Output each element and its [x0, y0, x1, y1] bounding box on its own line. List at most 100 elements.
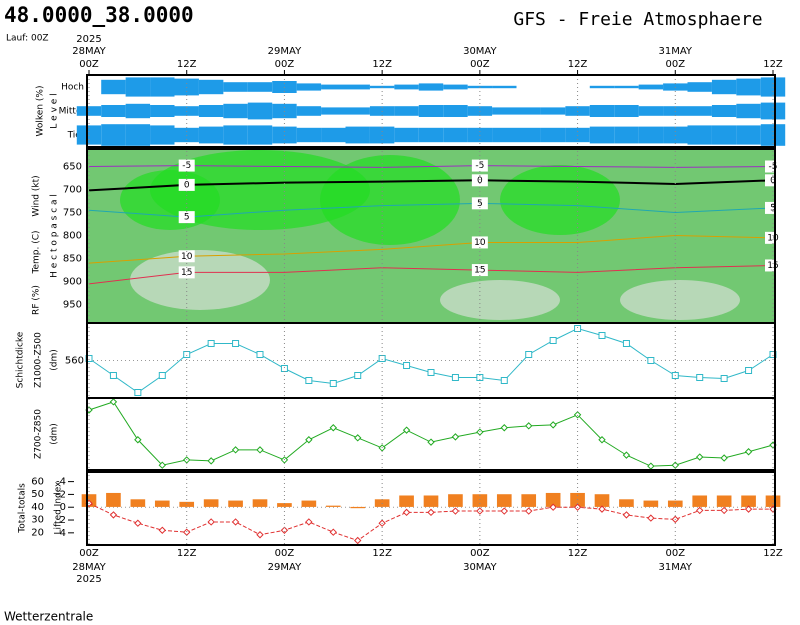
cloud-cover	[125, 77, 151, 97]
y-tick-label: 60	[31, 477, 44, 488]
marker	[622, 451, 631, 459]
cloud-cover	[150, 105, 175, 117]
bar	[277, 503, 292, 507]
y-tick-label: 800	[63, 231, 82, 242]
cloud-cover	[711, 105, 737, 117]
date-label: 29MAY	[268, 562, 302, 573]
x-tick-label: 00Z	[470, 548, 490, 559]
marker	[525, 507, 533, 515]
y-tick-label: 650	[63, 161, 82, 172]
line	[88, 502, 773, 542]
cloud-cover	[614, 85, 639, 89]
y-tick-label: 900	[63, 277, 82, 288]
cloud-cover	[150, 125, 175, 145]
bar	[301, 500, 317, 507]
cloud-cover	[101, 79, 126, 95]
marker	[476, 428, 484, 436]
isotherm	[88, 264, 774, 285]
panel-frame	[86, 397, 776, 471]
cloud-cover	[101, 124, 126, 146]
axis-label: Schichtdicke	[16, 331, 26, 388]
cloud-cover	[321, 107, 346, 115]
marker	[622, 511, 631, 519]
marker	[354, 372, 362, 379]
bar	[741, 495, 756, 507]
cloud-cover	[125, 124, 151, 146]
marker	[744, 448, 753, 456]
marker	[329, 380, 337, 387]
x-tick-label: 12Z	[372, 548, 392, 559]
cloud-cover	[321, 84, 346, 90]
isotherm-label-bg	[765, 160, 781, 173]
bar	[594, 494, 610, 507]
marker	[280, 365, 288, 372]
isotherm-label-bg	[765, 231, 781, 244]
axis-label: H e c t o p a s c a l	[50, 194, 60, 278]
year-label: 2025	[76, 34, 101, 45]
x-tick-label: 00Z	[665, 548, 685, 559]
marker	[647, 514, 655, 522]
marker	[231, 446, 240, 454]
x-tick-label: 00Z	[470, 59, 490, 70]
marker	[305, 518, 313, 526]
rh-patch	[120, 170, 220, 230]
isotherm-label-bg	[178, 159, 195, 172]
x-tick-label: 00Z	[275, 59, 295, 70]
isotherm	[88, 202, 774, 218]
cloud-cover	[492, 127, 517, 143]
y-tick-label: 40	[31, 502, 44, 513]
isotherm-label: -5	[475, 161, 484, 171]
cloud-cover	[296, 106, 322, 116]
cloud-cover	[540, 127, 566, 143]
cloud-cover	[198, 105, 224, 117]
y-tick-label: 950	[63, 300, 82, 311]
bar	[179, 501, 195, 507]
cloud-cover	[516, 107, 541, 115]
cloud-cover	[150, 77, 175, 97]
y-tick-label: 20	[31, 527, 44, 538]
bar	[716, 495, 732, 507]
y-tick-label: 850	[63, 254, 82, 265]
x-tick-label: 00Z	[665, 59, 685, 70]
marker	[207, 340, 215, 347]
cloud-cover	[418, 105, 444, 117]
marker	[696, 453, 704, 461]
axis-label: Wind (kt)	[32, 175, 42, 216]
footer: Wetterzentrale	[4, 610, 93, 624]
marker	[158, 526, 166, 534]
marker	[256, 351, 264, 358]
isotherm-label: -5	[769, 162, 778, 172]
marker	[183, 528, 191, 536]
axis-label: Z700-Z850	[34, 409, 44, 459]
marker	[549, 421, 557, 429]
date-label: 31MAY	[659, 562, 693, 573]
x-tick-label: 00Z	[79, 59, 99, 70]
marker	[500, 424, 508, 432]
marker	[451, 507, 460, 515]
cloud-cover	[614, 126, 639, 144]
marker	[134, 519, 142, 527]
marker	[622, 340, 630, 347]
marker	[329, 528, 337, 536]
y2-tick-label: 0	[60, 502, 66, 513]
marker	[720, 454, 728, 462]
marker	[231, 518, 240, 526]
cloud-cover	[296, 83, 322, 91]
bar	[252, 499, 268, 507]
marker	[305, 436, 313, 444]
isotherm-label-bg	[178, 211, 195, 224]
bar	[496, 494, 512, 507]
isotherm-label: 0	[477, 176, 483, 186]
marker	[598, 505, 606, 513]
cloud-cover	[687, 125, 712, 145]
cloud-cover	[638, 84, 664, 90]
axis-label: Lifted Index	[54, 481, 64, 535]
title: 48.0000_38.0000	[4, 3, 194, 27]
cloud-cover	[589, 126, 615, 144]
rh-patch	[500, 165, 620, 235]
isotherm	[88, 165, 774, 168]
isotherm-label-bg	[765, 174, 781, 187]
rh-patch	[440, 280, 560, 320]
marker	[696, 374, 704, 381]
cloud-cover	[101, 105, 126, 117]
